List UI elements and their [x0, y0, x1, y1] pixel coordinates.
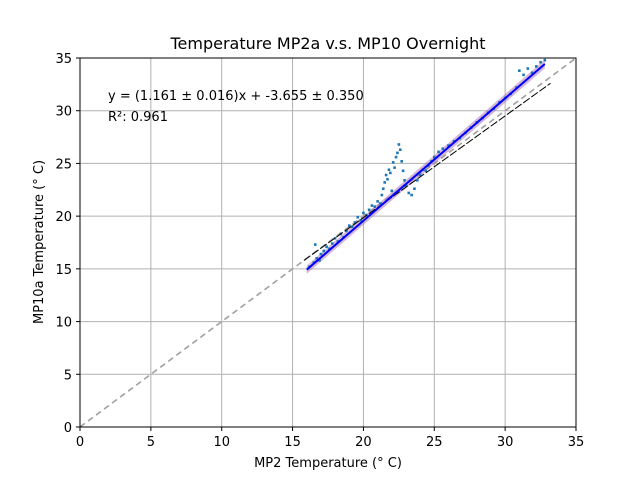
chart-title: Temperature MP2a v.s. MP10 Overnight — [169, 34, 485, 53]
data-point — [386, 177, 389, 181]
data-point — [526, 67, 530, 70]
data-point — [319, 252, 323, 256]
data-point — [410, 193, 413, 197]
data-point — [407, 191, 411, 195]
data-point — [391, 161, 395, 164]
fit-line — [306, 63, 546, 271]
data-point — [350, 225, 354, 228]
y-tick-label: 15 — [55, 263, 72, 278]
x-tick-label: 0 — [76, 435, 84, 450]
data-point — [389, 171, 392, 175]
data-point — [387, 168, 391, 172]
data-point — [424, 169, 428, 173]
y-tick-label: 0 — [64, 421, 72, 436]
data-point — [396, 151, 399, 155]
data-point — [380, 193, 384, 197]
y-tick-label: 5 — [64, 368, 72, 383]
plot-frame — [79, 57, 577, 428]
data-point — [518, 69, 521, 72]
data-point — [535, 65, 538, 68]
data-point — [318, 259, 321, 262]
x-tick-label: 35 — [568, 435, 585, 450]
data-point — [381, 187, 385, 191]
x-axis-ticks: 0 5 10 15 20 25 30 35 — [76, 427, 584, 450]
y-tick-label: 25 — [55, 157, 72, 172]
data-point — [398, 148, 402, 152]
data-point — [418, 173, 422, 177]
y-tick-label: 10 — [55, 316, 72, 331]
reference-line — [303, 82, 551, 261]
data-point — [315, 257, 318, 260]
data-point — [384, 173, 388, 177]
data-point — [390, 189, 394, 193]
y-tick-label: 35 — [55, 52, 72, 67]
y-axis-label: MP10a Temperature (° C) — [32, 160, 47, 324]
data-point — [322, 249, 326, 253]
x-tick-label: 15 — [284, 435, 301, 450]
data-point — [543, 58, 547, 62]
x-tick-label: 10 — [213, 435, 230, 450]
data-point — [367, 208, 371, 212]
data-point — [437, 150, 440, 154]
data-point — [383, 181, 386, 184]
fit-equation-annotation: y = (1.161 ± 0.016)x + -3.655 ± 0.350 — [108, 89, 364, 104]
y-axis-ticks: 0 5 10 15 20 25 30 35 — [55, 52, 80, 436]
data-point — [353, 221, 357, 224]
r-squared-annotation: R²: 0.961 — [108, 110, 168, 125]
data-point — [345, 229, 348, 233]
data-point — [393, 166, 396, 169]
data-point — [539, 60, 542, 64]
x-tick-label: 25 — [426, 435, 443, 450]
grid — [79, 57, 577, 428]
data-point — [413, 187, 416, 191]
data-point — [404, 184, 408, 187]
data-point — [447, 144, 450, 147]
data-point — [379, 202, 382, 205]
data-point — [400, 160, 403, 163]
data-point — [403, 178, 406, 182]
data-point — [370, 204, 374, 207]
data-point — [356, 215, 360, 219]
x-axis-label: MP2 Temperature (° C) — [254, 456, 402, 471]
x-tick-label: 30 — [497, 435, 514, 450]
data-point — [333, 236, 337, 240]
data-point — [397, 143, 401, 146]
data-point — [530, 71, 534, 75]
y-tick-label: 30 — [55, 105, 72, 120]
y-tick-label: 20 — [55, 210, 72, 225]
x-tick-label: 20 — [355, 435, 372, 450]
data-point — [441, 147, 445, 150]
x-tick-label: 5 — [147, 435, 155, 450]
data-point — [330, 242, 334, 245]
identity-line — [80, 58, 576, 427]
data-point — [373, 205, 377, 208]
data-point — [415, 178, 419, 182]
data-point — [401, 169, 405, 173]
data-point — [394, 155, 398, 159]
data-point — [376, 200, 379, 203]
data-point — [362, 211, 365, 215]
data-point — [325, 245, 328, 249]
data-point — [522, 73, 525, 77]
data-point — [347, 224, 351, 227]
data-point — [359, 219, 362, 222]
data-point — [432, 155, 436, 159]
data-point — [313, 243, 317, 246]
